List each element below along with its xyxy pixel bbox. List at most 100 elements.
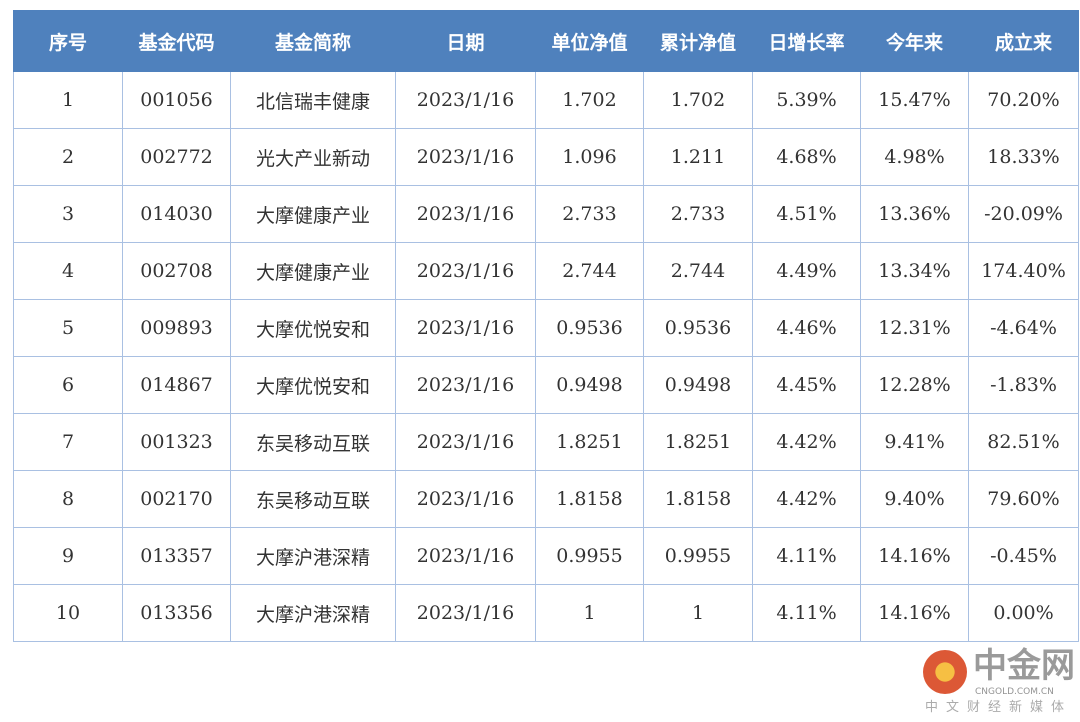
table-cell: 13.36%: [860, 185, 969, 243]
table-cell: 0.9536: [643, 299, 753, 357]
table-cell: 0.00%: [968, 584, 1079, 642]
table-cell: 大摩健康产业: [230, 185, 396, 243]
table-cell: 82.51%: [968, 413, 1079, 471]
table-cell: 174.40%: [968, 242, 1079, 300]
table-cell: 东吴移动互联: [230, 470, 396, 528]
table-cell: 北信瑞丰健康: [230, 71, 396, 129]
table-cell: 2023/1/16: [395, 128, 536, 186]
table-cell: -4.64%: [968, 299, 1079, 357]
column-header: 日期: [395, 10, 536, 72]
column-header: 基金代码: [122, 10, 231, 72]
table-row: 1 001056 北信瑞丰健康 2023/1/16 1.702 1.702 5.39% 15.…: [13, 71, 1079, 129]
table-cell: 6: [13, 356, 123, 414]
table-cell: 014867: [122, 356, 231, 414]
table-row: 4 002708 大摩健康产业 2023/1/16 2.744 2.744 4.49% 13.…: [13, 242, 1079, 300]
table-cell: 1.8251: [535, 413, 644, 471]
table-cell: 9.40%: [860, 470, 969, 528]
table-cell: 4.11%: [752, 527, 861, 585]
table-cell: 4.68%: [752, 128, 861, 186]
table-cell: 4.42%: [752, 413, 861, 471]
table-cell: 2.744: [643, 242, 753, 300]
table-cell: 4.46%: [752, 299, 861, 357]
table-cell: 0.9498: [535, 356, 644, 414]
watermark-tagline: 中文财经新媒体: [925, 700, 1073, 715]
table-row: 5 009893 大摩优悦安和 2023/1/16 0.9536 0.9536 4.46% 1…: [13, 299, 1079, 357]
table-cell: 001323: [122, 413, 231, 471]
watermark-name: 中金网: [973, 646, 1075, 686]
table-cell: 2023/1/16: [395, 299, 536, 357]
table-cell: 2.744: [535, 242, 644, 300]
table-cell: 18.33%: [968, 128, 1079, 186]
watermark: 中金网 CNGOLD.COM.CN 中文财经新媒体: [923, 646, 1075, 720]
table-cell: 002708: [122, 242, 231, 300]
column-header: 成立来: [968, 10, 1079, 72]
column-header: 日增长率: [752, 10, 861, 72]
table-cell: 0.9498: [643, 356, 753, 414]
table-cell: 13.34%: [860, 242, 969, 300]
table-cell: 4.42%: [752, 470, 861, 528]
table-cell: 1.8158: [643, 470, 753, 528]
table-cell: 2: [13, 128, 123, 186]
table-cell: 0.9955: [535, 527, 644, 585]
table-cell: 光大产业新动: [230, 128, 396, 186]
table-cell: 2023/1/16: [395, 185, 536, 243]
table-cell: 013357: [122, 527, 231, 585]
column-header: 单位净值: [535, 10, 644, 72]
table-cell: 5: [13, 299, 123, 357]
table-cell: 2023/1/16: [395, 470, 536, 528]
table-cell: 4.45%: [752, 356, 861, 414]
table-cell: -1.83%: [968, 356, 1079, 414]
table-cell: 15.47%: [860, 71, 969, 129]
table-cell: 1.702: [643, 71, 753, 129]
table-cell: 1: [13, 71, 123, 129]
table-cell: 12.31%: [860, 299, 969, 357]
table-cell: 2023/1/16: [395, 356, 536, 414]
table-cell: 4.98%: [860, 128, 969, 186]
table-row: 9 013357 大摩沪港深精 2023/1/16 0.9955 0.9955 4.11% 1…: [13, 527, 1079, 585]
table-cell: 大摩健康产业: [230, 242, 396, 300]
table-row: 10 013356 大摩沪港深精 2023/1/16 1 1 4.11% 14.16% 0.00…: [13, 584, 1079, 642]
table-cell: 2023/1/16: [395, 242, 536, 300]
table-cell: 2023/1/16: [395, 527, 536, 585]
table-cell: 1: [535, 584, 644, 642]
table-cell: 1.8251: [643, 413, 753, 471]
table-cell: 9.41%: [860, 413, 969, 471]
table-cell: 4: [13, 242, 123, 300]
table-cell: 002772: [122, 128, 231, 186]
table-row: 7 001323 东吴移动互联 2023/1/16 1.8251 1.8251 4.42% 9…: [13, 413, 1079, 471]
table-cell: 14.16%: [860, 584, 969, 642]
table-cell: 1: [643, 584, 753, 642]
table-cell: 9: [13, 527, 123, 585]
header-row: 序号 基金代码 基金简称 日期 单位净值 累计净值 日增长率 今年来 成立来: [13, 10, 1079, 72]
table-cell: 1.702: [535, 71, 644, 129]
table-cell: 8: [13, 470, 123, 528]
watermark-domain: CNGOLD.COM.CN: [975, 687, 1054, 697]
table-cell: 2.733: [535, 185, 644, 243]
table-cell: 大摩优悦安和: [230, 299, 396, 357]
table-cell: 1.096: [535, 128, 644, 186]
table-cell: 东吴移动互联: [230, 413, 396, 471]
table-cell: 大摩沪港深精: [230, 584, 396, 642]
table-cell: 5.39%: [752, 71, 861, 129]
table-cell: 2023/1/16: [395, 413, 536, 471]
table-cell: 70.20%: [968, 71, 1079, 129]
table-cell: 79.60%: [968, 470, 1079, 528]
column-header: 累计净值: [643, 10, 753, 72]
table-cell: 1.211: [643, 128, 753, 186]
table-row: 2 002772 光大产业新动 2023/1/16 1.096 1.211 4.68% 4.9…: [13, 128, 1079, 186]
table-cell: 10: [13, 584, 123, 642]
table-cell: -20.09%: [968, 185, 1079, 243]
table-row: 6 014867 大摩优悦安和 2023/1/16 0.9498 0.9498 4.45% 1…: [13, 356, 1079, 414]
table-cell: 0.9955: [643, 527, 753, 585]
column-header: 今年来: [860, 10, 969, 72]
table-cell: 大摩沪港深精: [230, 527, 396, 585]
table-row: 3 014030 大摩健康产业 2023/1/16 2.733 2.733 4.51% 13.…: [13, 185, 1079, 243]
table-cell: 009893: [122, 299, 231, 357]
table-cell: 7: [13, 413, 123, 471]
table-cell: 4.51%: [752, 185, 861, 243]
cngold-logo-icon: [923, 650, 967, 694]
table-cell: 4.11%: [752, 584, 861, 642]
table-cell: 大摩优悦安和: [230, 356, 396, 414]
table-cell: 0.9536: [535, 299, 644, 357]
column-header: 基金简称: [230, 10, 396, 72]
